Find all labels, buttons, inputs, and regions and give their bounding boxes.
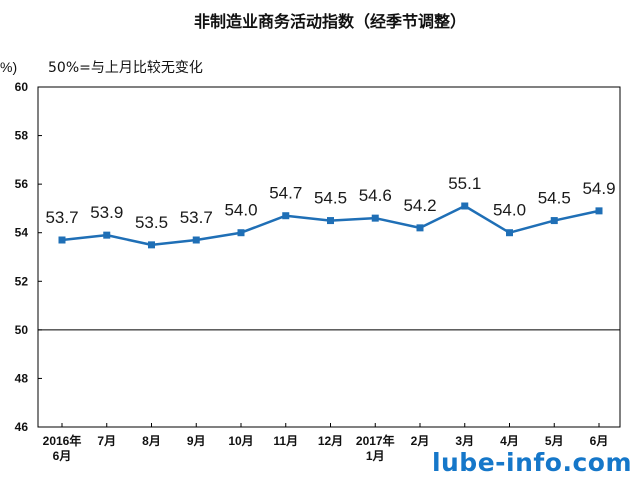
data-point-marker — [461, 202, 469, 210]
data-point-marker — [371, 214, 379, 222]
data-label: 54.0 — [224, 201, 257, 220]
data-label: 53.5 — [135, 213, 168, 232]
data-point-marker — [192, 236, 200, 244]
data-label: 53.7 — [45, 208, 78, 227]
data-point-marker — [103, 231, 111, 239]
data-point-marker — [148, 241, 155, 249]
x-tick-label: 2月 — [411, 434, 430, 448]
data-point-marker — [595, 207, 603, 215]
x-tick-label: 6月 — [590, 434, 609, 448]
x-tick-label: 10月 — [228, 434, 253, 448]
data-label: 54.5 — [314, 189, 347, 208]
series-group — [58, 202, 603, 249]
x-tick-label: 3月 — [455, 434, 474, 448]
y-tick-label: 60 — [15, 80, 29, 94]
y-tick-label: 54 — [15, 226, 29, 240]
y-tick-label: 50 — [15, 323, 29, 337]
data-point-marker — [550, 217, 558, 225]
data-point-marker — [58, 236, 66, 244]
data-label: 55.1 — [448, 174, 481, 193]
data-label: 54.5 — [538, 189, 571, 208]
data-label: 54.6 — [359, 186, 392, 205]
data-label: 54.0 — [493, 201, 526, 220]
data-point-marker — [237, 229, 245, 237]
x-tick-label: 9月 — [187, 434, 206, 448]
x-tick-label: 2017年 — [356, 433, 395, 448]
watermark: lube-info.com — [431, 448, 632, 477]
y-tick-label: 52 — [15, 274, 29, 288]
data-point-marker — [327, 217, 334, 225]
x-tick-label: 12月 — [318, 434, 343, 448]
chart-title: 非制造业商务活动指数（经季节调整） — [194, 12, 466, 31]
x-tick-label: 5月 — [545, 434, 564, 448]
data-label: 54.7 — [269, 184, 302, 203]
y-unit-label: %) — [0, 59, 17, 75]
data-label: 54.2 — [403, 196, 436, 215]
y-tick-label: 56 — [15, 177, 29, 191]
annotation-text: 50%=与上月比较无变化 — [48, 60, 203, 76]
x-tick-label: 4月 — [500, 434, 519, 448]
data-labels: 53.7 53.9 53.5 53.7 54.0 54.7 54.5 54.6 54.2 55.1… — [45, 174, 615, 232]
x-tick-label: 7月 — [97, 434, 116, 448]
data-label: 54.9 — [582, 179, 615, 198]
data-label: 53.9 — [90, 203, 123, 222]
x-tick-label: 1月 — [366, 449, 385, 463]
y-tick-label: 48 — [15, 371, 29, 385]
data-point-marker — [282, 212, 290, 220]
y-tick-label: 46 — [15, 420, 29, 434]
data-point-marker — [506, 229, 513, 237]
plot-area — [37, 86, 621, 428]
data-point-marker — [416, 224, 424, 232]
x-tick-label: 6月 — [53, 449, 72, 463]
x-tick-label: 2016年 — [43, 433, 82, 448]
x-tick-label: 8月 — [142, 434, 161, 448]
data-label: 53.7 — [180, 208, 213, 227]
y-tick-label: 58 — [15, 129, 29, 143]
y-axis: 46 48 50 52 54 56 58 60 — [15, 80, 42, 434]
x-tick-label: 11月 — [273, 434, 298, 448]
